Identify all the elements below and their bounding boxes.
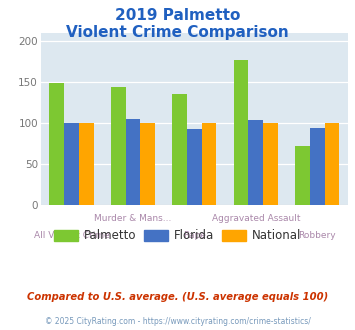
Bar: [310, 128, 324, 205]
Bar: [324, 123, 339, 205]
Bar: [187, 129, 202, 205]
Bar: [79, 123, 94, 205]
Text: Murder & Mans...: Murder & Mans...: [94, 214, 171, 223]
Bar: [126, 119, 140, 205]
Bar: [111, 87, 126, 205]
Text: 2019 Palmetto: 2019 Palmetto: [115, 8, 240, 23]
Bar: [64, 123, 79, 205]
Text: © 2025 CityRating.com - https://www.cityrating.com/crime-statistics/: © 2025 CityRating.com - https://www.city…: [45, 317, 310, 326]
Text: Violent Crime Comparison: Violent Crime Comparison: [66, 25, 289, 40]
Text: Robbery: Robbery: [299, 231, 336, 240]
Text: Aggravated Assault: Aggravated Assault: [212, 214, 300, 223]
Bar: [202, 123, 217, 205]
Bar: [172, 94, 187, 205]
Legend: Palmetto, Florida, National: Palmetto, Florida, National: [49, 225, 306, 247]
Bar: [295, 146, 310, 205]
Text: Compared to U.S. average. (U.S. average equals 100): Compared to U.S. average. (U.S. average …: [27, 292, 328, 302]
Bar: [49, 83, 64, 205]
Bar: [248, 120, 263, 205]
Text: Rape: Rape: [183, 231, 206, 240]
Bar: [234, 60, 248, 205]
Bar: [140, 123, 155, 205]
Text: All Violent Crime: All Violent Crime: [34, 231, 109, 240]
Bar: [263, 123, 278, 205]
